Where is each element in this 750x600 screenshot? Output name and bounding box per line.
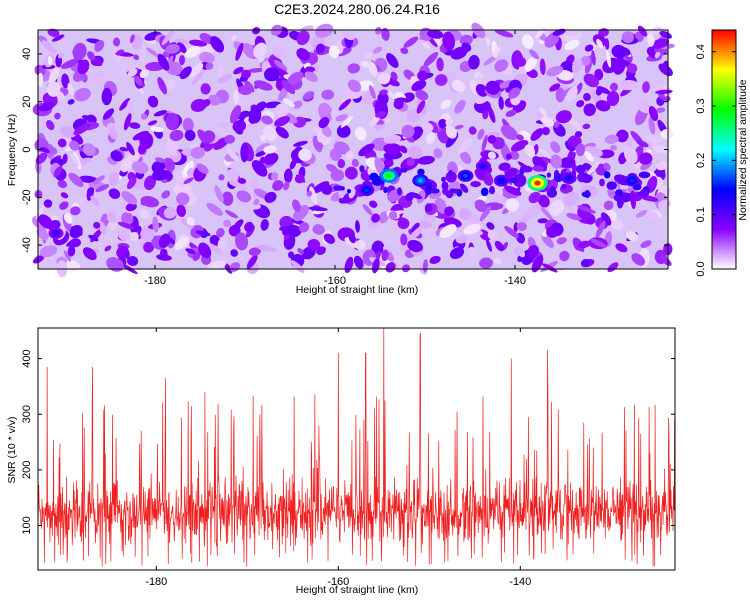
colorbar-tick-label: 0.0 [695,261,707,276]
colorbar-ramp [712,30,736,269]
y-tick-label: 400 [21,349,33,367]
x-tick-label: -180 [145,576,167,588]
spectrogram-hotspot [534,180,541,186]
snr-frame [37,327,676,571]
spectrogram-hotspot [566,176,572,180]
x-tick-label: -180 [144,275,166,287]
spectrogram-hotspot [364,188,369,193]
spectrogram-x-axis-label: Height of straight line (km) [296,284,419,296]
colorbar-tick-label: 0.1 [695,207,707,222]
snr-panel: -180 -160 -140 100 200 300 400 Height of stra… [6,327,676,596]
spectrogram-panel: -180 -160 -140 -40 -20 0 20 40 Height of strai… [6,22,675,296]
colorbar-label: Normalized spectral amplitude [737,79,749,220]
x-tick-label: -160 [327,576,349,588]
spectrogram-hotspot [53,231,59,235]
spectrogram-image [32,22,675,278]
colorbar-tick-label: 0.2 [695,153,707,168]
colorbar-tick-label: 0.4 [695,44,707,59]
spectrogram-y-ticks: -40 -20 0 20 40 [21,48,668,253]
colorbar-frame [711,29,737,270]
snr-x-axis-label: Height of straight line (km) [296,584,419,596]
snr-y-ticks: 100 200 300 400 [21,349,675,535]
figure-title: C2E3.2024.280.06.24.R16 [274,1,440,17]
snr-y-axis-label: SNR (10 * v/v) [6,416,18,483]
y-tick-label: 300 [21,405,33,423]
x-tick-label: -140 [504,275,526,287]
y-tick-label: 0 [21,146,33,152]
spectrogram-hotspot [463,173,468,178]
snr-x-ticks: -180 -160 -140 [145,328,531,588]
y-tick-label: 40 [21,48,33,60]
spectrogram-hotspot [629,178,635,183]
y-tick-label: 200 [21,461,33,479]
x-tick-label: -140 [509,576,531,588]
spectrogram-y-axis-label: Frequency (Hz) [6,114,18,186]
colorbar-tick-label: 0.3 [695,98,707,113]
spectrogram-hotspot [386,173,392,178]
colorbar-ticks: 0.0 0.1 0.2 0.3 0.4 [695,44,736,277]
spectrogram-x-ticks: -180 -160 -140 [144,30,526,287]
y-tick-label: -40 [21,237,33,253]
y-tick-label: 20 [21,96,33,108]
spectrogram-hotspot [499,178,504,183]
snr-series-line [38,328,675,567]
spectrogram-hotspot [417,178,424,183]
x-tick-label: -160 [324,275,346,287]
colorbar: 0.0 0.1 0.2 0.3 0.4 Normalized spectral ampl… [695,29,749,277]
y-tick-label: -20 [21,189,33,205]
spectrogram-hotspot [481,164,486,168]
y-tick-label: 100 [21,516,33,534]
